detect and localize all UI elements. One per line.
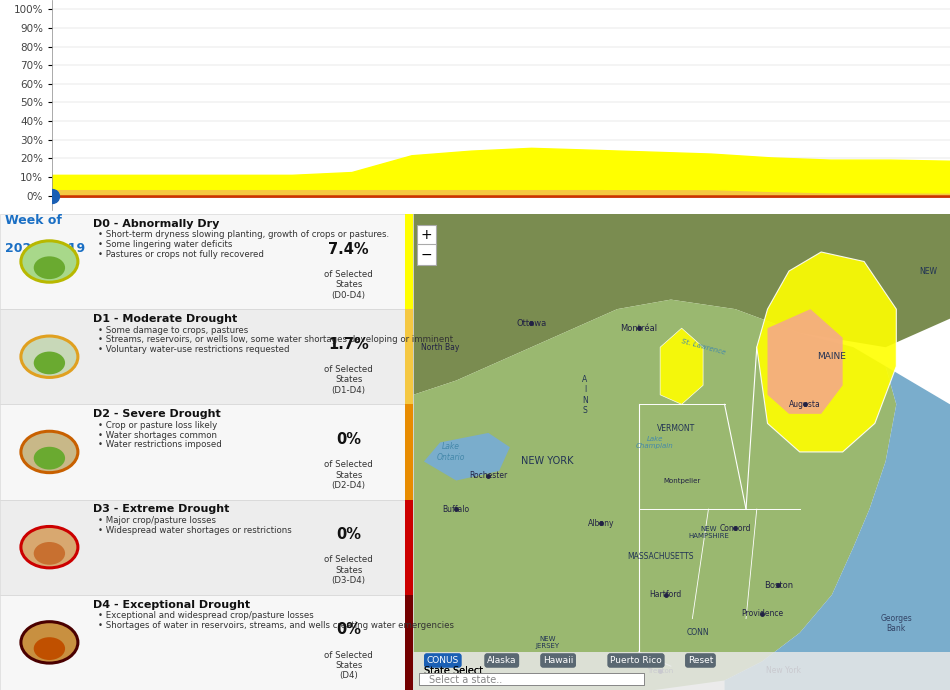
Text: Albany: Albany — [588, 519, 615, 528]
Text: 1.7%: 1.7% — [329, 337, 369, 352]
Text: North Bay: North Bay — [421, 343, 459, 352]
Text: A
I
N
S: A I N S — [582, 375, 588, 415]
Text: CONN: CONN — [687, 629, 709, 638]
Text: • Short-term dryness slowing planting, growth of crops or pastures.: • Short-term dryness slowing planting, g… — [98, 230, 389, 239]
Text: 0%: 0% — [336, 527, 361, 542]
Text: NEW: NEW — [920, 266, 938, 275]
Text: Georges
Bank: Georges Bank — [881, 613, 912, 633]
Text: • Some lingering water deficits: • Some lingering water deficits — [98, 240, 232, 249]
Text: Trenton: Trenton — [647, 668, 674, 674]
Text: • Widespread water shortages or restrictions: • Widespread water shortages or restrict… — [98, 526, 292, 535]
Text: Select a state..: Select a state.. — [429, 675, 503, 684]
Text: • Voluntary water-use restrictions requested: • Voluntary water-use restrictions reque… — [98, 345, 290, 354]
Text: D2 - Severe Drought: D2 - Severe Drought — [93, 409, 220, 419]
Text: MASSACHUSETTS: MASSACHUSETTS — [627, 552, 694, 561]
Text: D0 - Abnormally Dry: D0 - Abnormally Dry — [93, 219, 219, 228]
Text: Ottawa: Ottawa — [516, 319, 546, 328]
Text: • Streams, reservoirs, or wells low, some water shortages developing or imminent: • Streams, reservoirs, or wells low, som… — [98, 335, 453, 344]
Text: Lake
Champlain: Lake Champlain — [636, 436, 674, 449]
Bar — [419, 673, 644, 685]
Text: • Some damage to crops, pastures: • Some damage to crops, pastures — [98, 326, 248, 335]
Text: NEW
JERSEY: NEW JERSEY — [536, 636, 560, 649]
Text: Week of: Week of — [5, 214, 62, 227]
Text: • Pastures or crops not fully recovered: • Pastures or crops not fully recovered — [98, 250, 264, 259]
Text: of Selected
States
(D3-D4): of Selected States (D3-D4) — [324, 555, 373, 585]
Text: Montréal: Montréal — [620, 324, 657, 333]
Polygon shape — [757, 252, 897, 452]
Text: NEW YORK: NEW YORK — [522, 457, 574, 466]
Text: −: − — [421, 248, 432, 262]
Text: Providence: Providence — [741, 609, 783, 618]
Text: Concord: Concord — [719, 524, 751, 533]
Text: St. Lawrence: St. Lawrence — [680, 338, 726, 356]
Polygon shape — [725, 366, 950, 690]
Text: Hawaii: Hawaii — [543, 656, 574, 665]
Polygon shape — [413, 299, 897, 690]
Text: Puerto Rico: Puerto Rico — [610, 656, 662, 665]
Text: • Exceptional and widespread crop/pasture losses: • Exceptional and widespread crop/pastur… — [98, 611, 314, 620]
Text: • Water restrictions imposed: • Water restrictions imposed — [98, 440, 221, 449]
Polygon shape — [660, 328, 703, 404]
Text: 7.4%: 7.4% — [329, 241, 369, 257]
Text: Select a state..: Select a state.. — [429, 675, 503, 684]
Text: CONUS: CONUS — [427, 656, 459, 665]
Text: D3 - Extreme Drought: D3 - Extreme Drought — [93, 504, 230, 514]
Text: Reset: Reset — [688, 656, 713, 665]
Text: Montpelier: Montpelier — [663, 477, 700, 484]
Text: +: + — [421, 228, 432, 242]
Text: • Water shortages common: • Water shortages common — [98, 431, 217, 440]
Text: • Major crop/pasture losses: • Major crop/pasture losses — [98, 516, 216, 525]
Text: Reset: Reset — [688, 656, 713, 665]
Text: State Select: State Select — [424, 666, 484, 676]
Text: Hawaii: Hawaii — [543, 656, 574, 665]
Text: 0%: 0% — [336, 432, 361, 447]
Text: 0%: 0% — [336, 622, 361, 638]
Polygon shape — [424, 433, 510, 480]
Text: Alaska: Alaska — [487, 656, 517, 665]
Text: of Selected
States
(D4): of Selected States (D4) — [324, 651, 373, 680]
Text: Rochester: Rochester — [469, 471, 507, 480]
Bar — [419, 673, 644, 685]
Text: Hartford: Hartford — [650, 590, 682, 600]
Text: D4 - Exceptional Drought: D4 - Exceptional Drought — [93, 600, 250, 609]
Text: of Selected
States
(D1-D4): of Selected States (D1-D4) — [324, 365, 373, 395]
Text: Boston: Boston — [764, 581, 793, 590]
Text: CONUS: CONUS — [427, 656, 459, 665]
Text: • Crop or pasture loss likely: • Crop or pasture loss likely — [98, 421, 218, 430]
Bar — [413, 652, 950, 690]
Text: NEW
HAMPSHIRE: NEW HAMPSHIRE — [688, 526, 729, 540]
Text: of Selected
States
(D2-D4): of Selected States (D2-D4) — [324, 460, 373, 490]
Text: D1 - Moderate Drought: D1 - Moderate Drought — [93, 314, 238, 324]
Text: VERMONT: VERMONT — [657, 424, 695, 433]
Text: Augusta: Augusta — [789, 400, 821, 409]
Text: Alaska: Alaska — [487, 656, 517, 665]
Text: State Select: State Select — [424, 666, 484, 676]
Text: New York: New York — [766, 667, 801, 676]
Polygon shape — [768, 309, 843, 414]
Polygon shape — [413, 214, 950, 395]
Text: • Shortages of water in reservoirs, streams, and wells creating water emergencie: • Shortages of water in reservoirs, stre… — [98, 621, 454, 630]
Text: MAINE: MAINE — [818, 352, 846, 362]
Text: Lake
Ontario: Lake Ontario — [437, 442, 465, 462]
Text: Puerto Rico: Puerto Rico — [610, 656, 662, 665]
Text: Buffalo: Buffalo — [443, 504, 469, 513]
Text: of Selected
States
(D0-D4): of Selected States (D0-D4) — [324, 270, 373, 299]
Text: 2022-04-19: 2022-04-19 — [5, 241, 85, 255]
